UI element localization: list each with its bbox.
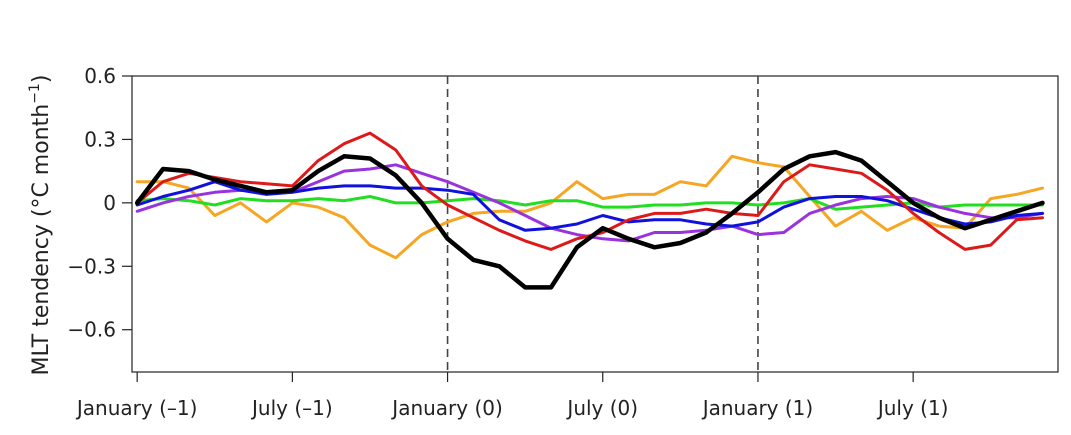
y-axis: 0.6 0.3 0 −0.3 −0.6 (67, 64, 132, 342)
x-tick-label-0: January (–1) (75, 396, 198, 420)
y-tick-label-4: −0.6 (67, 318, 116, 342)
series-lines (134, 131, 1045, 290)
plot-frame (131, 75, 1059, 373)
y-tick-label-0: 0.6 (84, 64, 116, 88)
series-line-1 (135, 154, 1044, 260)
x-axis: January (–1) July (–1) January (0) July (0)… (75, 372, 949, 420)
vertical-reference-lines (446, 76, 759, 372)
series-line-2 (135, 195, 1044, 211)
x-tick-label-2: January (0) (390, 396, 503, 420)
series-line-6 (134, 149, 1045, 290)
x-tick-label-3: July (0) (565, 396, 638, 420)
y-tick-label-3: −0.3 (67, 254, 116, 278)
y-tick-label-2: 0 (103, 191, 116, 215)
y-axis-label: MLT tendency (°C month−1) (27, 75, 54, 376)
x-tick-label-5: July (1) (876, 396, 949, 420)
x-tick-label-4: January (1) (701, 396, 814, 420)
plot-border (131, 75, 1059, 373)
x-tick-label-1: July (–1) (250, 396, 333, 420)
y-tick-label-1: 0.3 (84, 127, 116, 151)
